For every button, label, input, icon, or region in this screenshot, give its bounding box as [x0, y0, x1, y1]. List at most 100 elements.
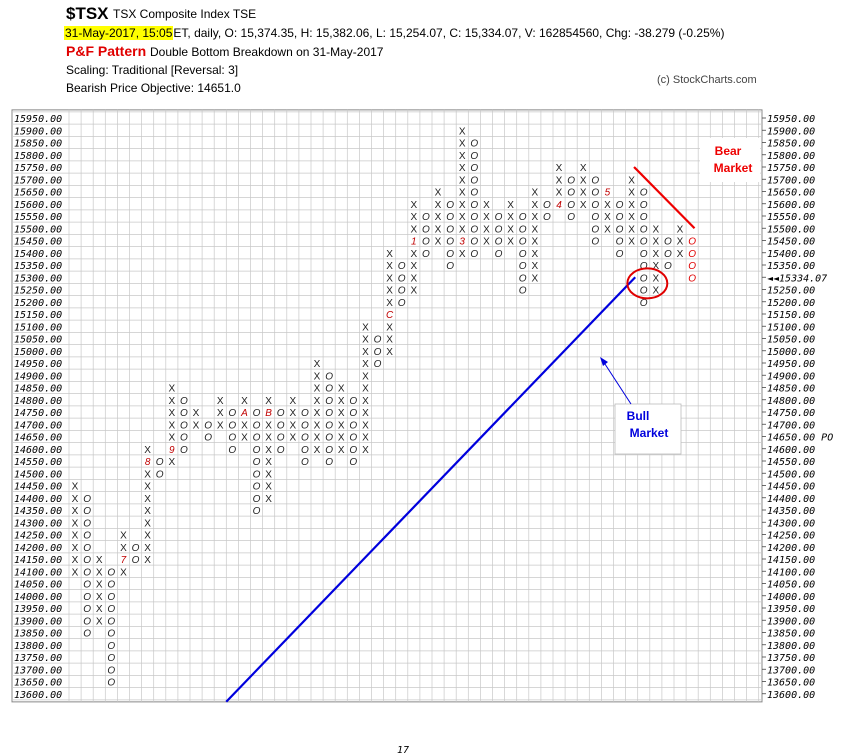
x-box: X — [289, 420, 296, 431]
index-name: TSX Composite Index TSE — [113, 7, 257, 21]
o-box: O — [519, 249, 527, 260]
o-box: O — [591, 212, 599, 223]
y-tick-left: 15400.00 — [14, 249, 62, 260]
y-tick-right: 14400.00 — [767, 494, 815, 505]
x-box: X — [72, 543, 79, 554]
x-box: X — [531, 224, 538, 235]
y-tick-right: 14350.00 — [767, 506, 815, 517]
x-box: X — [362, 445, 369, 456]
x-box: X — [168, 433, 175, 444]
o-box: O — [567, 188, 575, 199]
x-box: X — [217, 420, 224, 431]
y-tick-left: 14050.00 — [14, 580, 62, 591]
x-box: X — [72, 567, 79, 578]
o-box: O — [470, 249, 478, 260]
x-box: X — [241, 433, 248, 444]
o-box: O — [616, 212, 624, 223]
o-box: O — [253, 457, 261, 468]
y-tick-right: 14800.00 — [767, 396, 815, 407]
o-box: O — [591, 224, 599, 235]
x-box: X — [265, 457, 272, 468]
x-box: X — [362, 420, 369, 431]
x-box: X — [120, 567, 127, 578]
x-box: X — [144, 543, 151, 554]
o-box: O — [325, 420, 333, 431]
y-tick-left: 14150.00 — [14, 555, 62, 566]
y-tick-right: 14000.00 — [767, 592, 815, 603]
x-box: X — [483, 200, 490, 211]
o-box: O — [640, 188, 648, 199]
month-marker: 9 — [169, 445, 175, 456]
o-box: O — [640, 298, 648, 309]
y-tick-left: 15800.00 — [14, 151, 62, 162]
o-box: O — [83, 555, 91, 566]
y-tick-left: 15550.00 — [14, 212, 62, 223]
y-tick-left: 13700.00 — [14, 665, 62, 676]
y-tick-left: 15600.00 — [14, 200, 62, 211]
x-box: X — [168, 420, 175, 431]
x-box: X — [556, 175, 563, 186]
x-box: X — [652, 261, 659, 272]
y-tick-right: 14300.00 — [767, 518, 815, 529]
y-tick-left: 14400.00 — [14, 494, 62, 505]
y-tick-left: 13850.00 — [14, 629, 62, 640]
x-box: X — [338, 408, 345, 419]
o-box: O — [349, 433, 357, 444]
x-box: X — [580, 175, 587, 186]
x-box: X — [459, 224, 466, 235]
o-box: O — [374, 335, 382, 346]
y-tick-left: 13800.00 — [14, 641, 62, 652]
x-box: X — [289, 396, 296, 407]
x-box: X — [338, 445, 345, 456]
breakdown-circle — [626, 267, 669, 300]
y-tick-right: 15650.00 — [767, 188, 815, 199]
o-box: O — [398, 286, 406, 297]
x-box: X — [265, 445, 272, 456]
x-box: X — [144, 518, 151, 529]
y-tick-right: 15550.00 — [767, 212, 815, 223]
o-box: O — [83, 616, 91, 627]
x-box: X — [362, 408, 369, 419]
scaling-info: Scaling: Traditional [Reversal: 3] — [66, 63, 239, 77]
x-box: X — [265, 420, 272, 431]
o-box: O — [204, 433, 212, 444]
o-box: O — [349, 420, 357, 431]
x-box: X — [459, 200, 466, 211]
x-box: X — [677, 249, 684, 260]
x-box: X — [677, 224, 684, 235]
o-box: O — [640, 273, 648, 284]
y-tick-left: 14750.00 — [14, 408, 62, 419]
o-box: O — [156, 457, 164, 468]
month-marker: 8 — [145, 457, 151, 468]
x-box: X — [531, 273, 538, 284]
o-box: O — [107, 567, 115, 578]
x-box: X — [362, 384, 369, 395]
month-marker: 3 — [459, 237, 465, 248]
x-box: X — [217, 396, 224, 407]
y-tick-left: 15350.00 — [14, 261, 62, 272]
x-box: X — [652, 224, 659, 235]
o-box: O — [253, 506, 261, 517]
o-box: O — [640, 212, 648, 223]
bear-label-box — [700, 138, 760, 182]
month-marker: 7 — [121, 555, 127, 566]
o-box: O — [470, 139, 478, 150]
x-box: X — [410, 224, 417, 235]
x-box: X — [265, 469, 272, 480]
o-box: O — [398, 298, 406, 309]
y-tick-right: 13650.00 — [767, 678, 815, 689]
y-tick-left: 15750.00 — [14, 163, 62, 174]
x-box: X — [628, 237, 635, 248]
x-box: X — [168, 384, 175, 395]
o-box: O — [301, 420, 309, 431]
x-box: X — [386, 273, 393, 284]
o-box: O — [567, 212, 575, 223]
quote-date: 31-May-2017, 15:05 — [64, 26, 174, 40]
y-tick-left: 13650.00 — [14, 678, 62, 689]
y-tick-right: 15050.00 — [767, 335, 815, 346]
y-tick-right: 13850.00 — [767, 629, 815, 640]
o-box: O — [83, 518, 91, 529]
o-box: O — [180, 445, 188, 456]
y-tick-right: 14950.00 — [767, 359, 815, 370]
o-box: O — [325, 433, 333, 444]
